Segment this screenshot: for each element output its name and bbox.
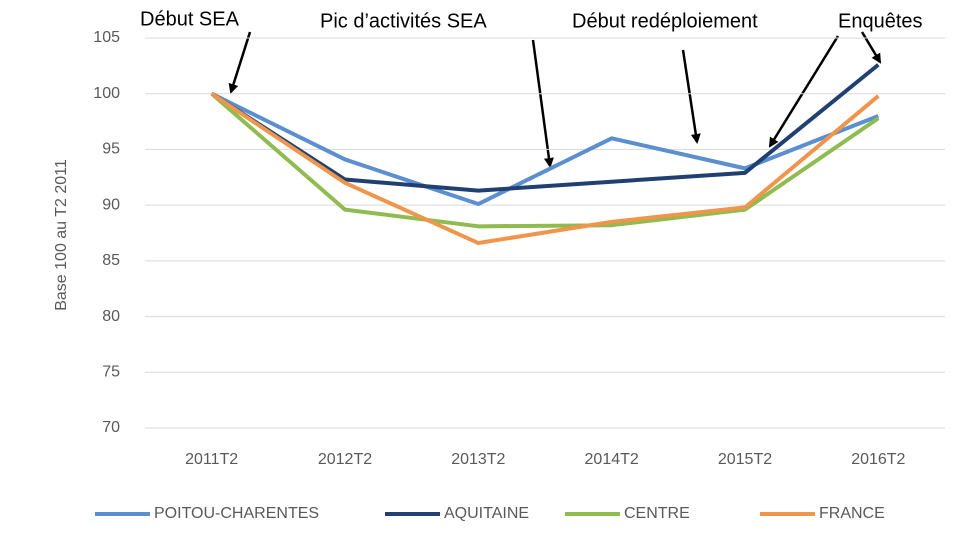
y-axis-label: Base 100 au T2 2011 [53,159,70,311]
y-tick-label: 90 [102,196,120,213]
legend-label: CENTRE [624,505,690,522]
x-tick-label: 2014T2 [585,451,639,468]
x-tick-label: 2012T2 [318,451,372,468]
series-line [210,92,880,246]
y-tick-label: 100 [93,85,120,102]
arrow [860,31,882,64]
legend-label: AQUITAINE [444,505,529,522]
y-tick-label: 75 [102,364,120,381]
arrow [768,35,840,148]
x-tick-label: 2011T2 [185,451,238,468]
y-tick-label: 70 [102,419,120,436]
legend-label: POITOU-CHARENTES [154,505,319,522]
series-line [210,91,880,207]
legend-label: FRANCE [819,505,885,522]
arrow [228,31,252,94]
y-tick-label: 80 [102,308,120,325]
x-tick-label: 2015T2 [718,451,772,468]
y-tick-label: 95 [102,141,120,158]
annotation: Début SEA [140,8,240,30]
annotation: Début redéploiement [572,10,758,32]
x-tick-label: 2013T2 [451,451,505,468]
y-tick-label: 105 [93,29,120,46]
arrow [531,39,554,168]
series-line [210,92,880,229]
y-tick-label: 85 [102,252,120,269]
series-line [210,63,880,193]
annotation: Pic d’activités SEA [320,10,487,32]
arrow [681,49,701,144]
x-tick-label: 2016T2 [851,451,905,468]
annotation: Enquêtes [838,10,923,32]
